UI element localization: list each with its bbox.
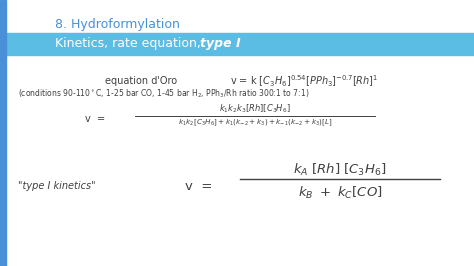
Text: $k_B\ +\ k_C[CO]$: $k_B\ +\ k_C[CO]$ [298, 185, 383, 201]
Text: $k_A\ [Rh]\ [C_3H_6]$: $k_A\ [Rh]\ [C_3H_6]$ [293, 162, 387, 178]
Text: (conditions 90-110$^\circ$C, 1-25 bar CO, 1-45 bar H$_2$, PPh$_3$/Rh ratio 300:1: (conditions 90-110$^\circ$C, 1-25 bar CO… [18, 88, 310, 100]
Text: v = k $[C_3H_6]^{0.54}[PPh_3]^{-0.7}[Rh]^1$: v = k $[C_3H_6]^{0.54}[PPh_3]^{-0.7}[Rh]… [230, 73, 378, 89]
Text: 8. Hydroformylation: 8. Hydroformylation [55, 18, 180, 31]
Text: $k_1k_2k_3[Rh][C_3H_6]$: $k_1k_2k_3[Rh][C_3H_6]$ [219, 103, 291, 115]
Bar [0, 0, 6, 266]
Text: Kinetics, rate equation,: Kinetics, rate equation, [55, 38, 205, 51]
Text: type I: type I [200, 38, 241, 51]
Text: v  =: v = [185, 180, 212, 193]
Text: v  =: v = [85, 114, 105, 124]
Text: "type I kinetics": "type I kinetics" [18, 181, 96, 191]
Text: equation d'Oro: equation d'Oro [105, 76, 177, 86]
Bar [0, 33, 474, 55]
Text: $k_1k_2[C_3H_6] + k_1(k_{-2} + k_3) + k_{-1}(k_{-2} + k_3)[L]$: $k_1k_2[C_3H_6] + k_1(k_{-2} + k_3) + k_… [178, 118, 332, 128]
